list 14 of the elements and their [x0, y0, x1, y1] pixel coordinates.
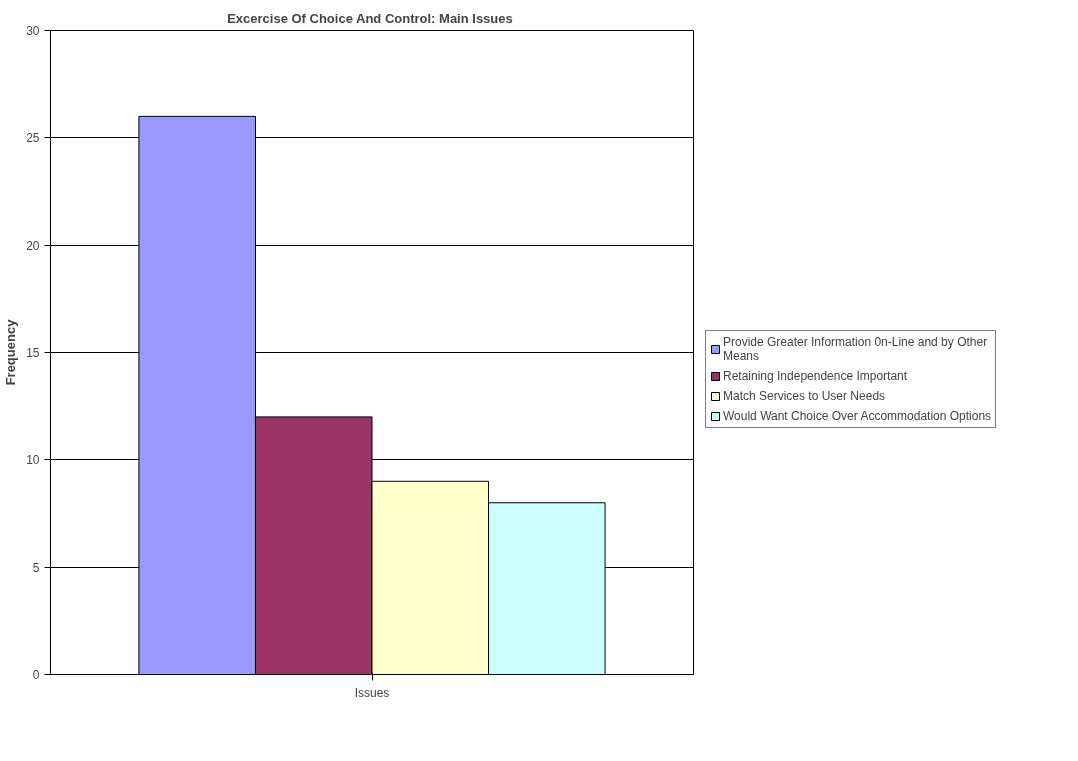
legend-label: Provide Greater Information 0n-Line and by Other Means — [723, 335, 988, 363]
legend-label: Would Want Choice Over Accommodation Options — [723, 409, 992, 423]
chart-title: Excercise Of Choice And Control: Main Issues — [227, 10, 513, 26]
y-tick-label: 20 — [26, 238, 40, 253]
y-tick-label: 5 — [32, 560, 40, 575]
y-tick-label: 10 — [26, 453, 40, 468]
y-tick-label: 30 — [26, 24, 40, 38]
y-tick-label: 25 — [26, 131, 40, 146]
x-tick-label: Issues — [354, 685, 390, 700]
y-tick-label: 0 — [32, 668, 40, 682]
y-tick-label: 15 — [26, 346, 40, 360]
y-axis-title: Frequency — [3, 318, 19, 386]
legend-label: Match Services to User Needs — [723, 389, 886, 403]
legend-label: Retaining Independence Important — [723, 369, 908, 383]
